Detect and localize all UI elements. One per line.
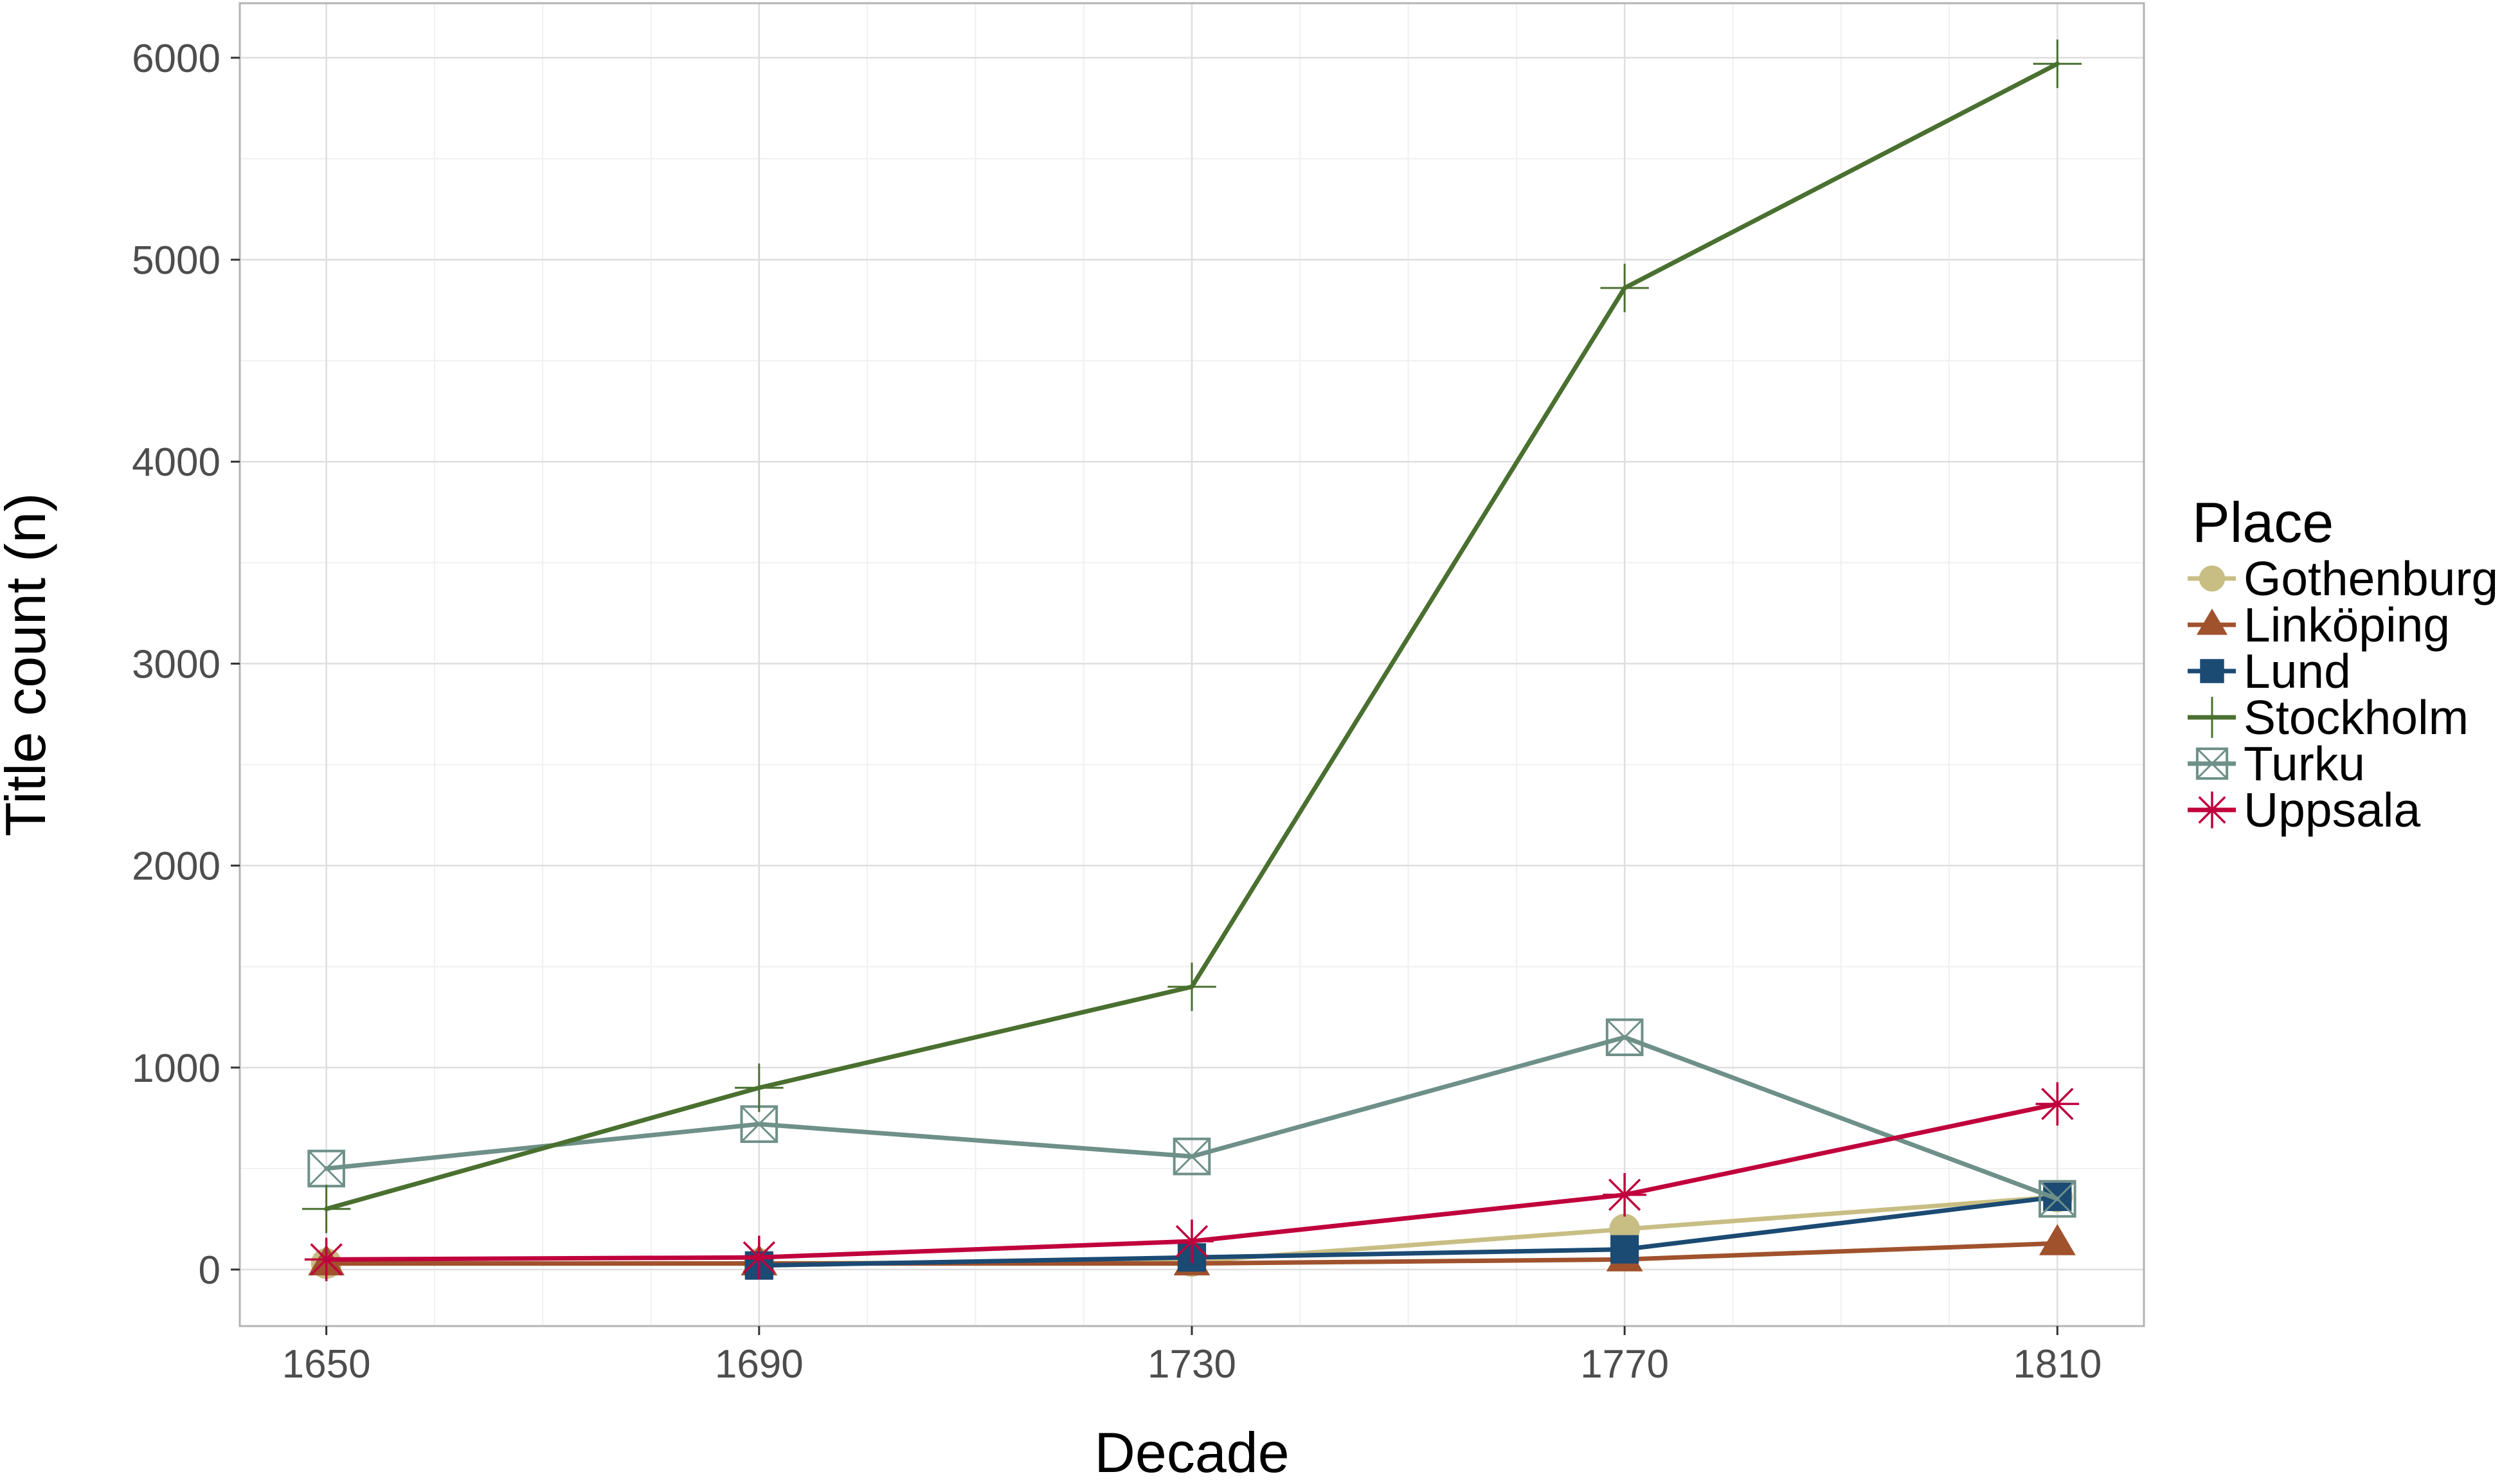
axes: 1650 1690 1730 1770 1810 0 1000 2000 3000 4000 500… xyxy=(132,37,2102,1387)
y-tick-label: 1000 xyxy=(132,1046,221,1091)
data-point xyxy=(737,1235,781,1279)
series-stockholm xyxy=(302,39,2082,1234)
y-tick-label: 4000 xyxy=(132,440,221,485)
legend: Place GothenburgLinköpingLundStockholmTu… xyxy=(2188,490,2498,837)
legend-key-marker xyxy=(2193,791,2231,829)
data-point xyxy=(1605,1018,1644,1056)
data-point xyxy=(1603,1172,1646,1217)
data-point xyxy=(2033,39,2082,88)
series-uppsala xyxy=(304,1082,2080,1282)
legend-item: Gothenburg xyxy=(2188,552,2498,606)
legend-key-marker xyxy=(2192,697,2233,738)
legend-item: Lund xyxy=(2188,644,2351,698)
data-point xyxy=(1600,264,1649,312)
grid-lines xyxy=(240,3,2144,1326)
legend-key-marker xyxy=(2196,608,2228,635)
legend-label: Gothenburg xyxy=(2244,552,2498,606)
data-point xyxy=(735,1063,784,1112)
y-tick-label: 3000 xyxy=(132,642,221,687)
y-tick-label: 5000 xyxy=(132,238,221,283)
legend-item: Uppsala xyxy=(2188,783,2420,837)
plot-series xyxy=(302,39,2082,1282)
x-tick-label: 1730 xyxy=(1148,1342,1236,1387)
legend-key-marker xyxy=(2195,747,2229,780)
y-tick-label: 2000 xyxy=(132,845,221,889)
legend-title: Place xyxy=(2192,490,2334,554)
legend-key-marker xyxy=(2199,565,2226,592)
x-tick-label: 1690 xyxy=(715,1342,804,1387)
x-tick-label: 1650 xyxy=(282,1342,371,1387)
y-tick-label: 6000 xyxy=(132,37,221,81)
legend-label: Lund xyxy=(2244,644,2351,698)
series-line xyxy=(757,1194,2060,1268)
data-point xyxy=(1167,962,1216,1011)
x-tick-label: 1770 xyxy=(1580,1342,1669,1387)
data-point xyxy=(2035,1082,2080,1126)
data-point xyxy=(1173,1137,1211,1176)
legend-item: Linköping xyxy=(2188,598,2450,652)
legend-key-marker xyxy=(2200,659,2224,683)
data-point xyxy=(1170,1219,1214,1263)
data-point xyxy=(302,1185,351,1234)
legend-label: Turku xyxy=(2244,737,2365,791)
legend-item: Stockholm xyxy=(2188,690,2469,744)
data-point xyxy=(1610,1235,1639,1264)
data-point xyxy=(2039,1224,2076,1255)
x-axis-title: Decade xyxy=(1094,1421,1289,1481)
legend-item: Turku xyxy=(2188,737,2365,791)
x-tick-label: 1810 xyxy=(2013,1342,2102,1387)
data-point xyxy=(304,1237,348,1282)
data-point xyxy=(2039,1180,2076,1218)
y-axis-title: Title count (n) xyxy=(0,493,57,837)
legend-label: Linköping xyxy=(2244,598,2450,652)
legend-label: Stockholm xyxy=(2244,690,2469,744)
y-tick-label: 0 xyxy=(199,1248,221,1293)
legend-label: Uppsala xyxy=(2244,783,2420,837)
